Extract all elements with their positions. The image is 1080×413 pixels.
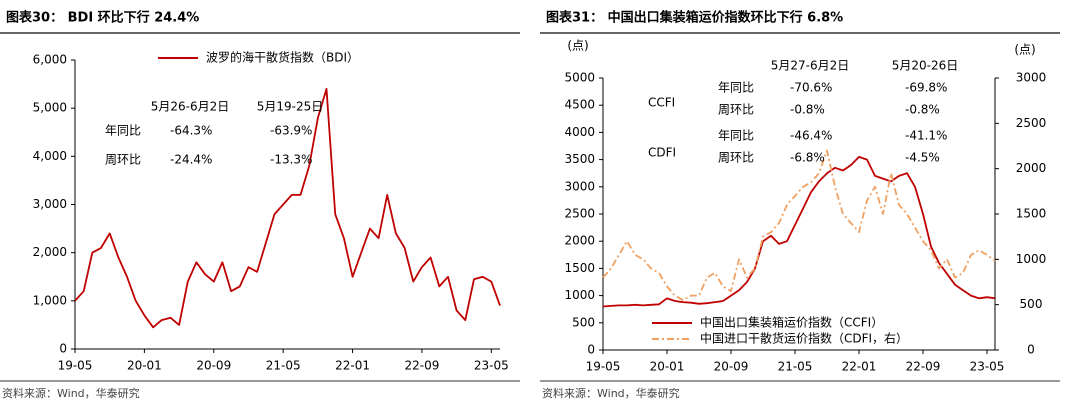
y-tick-label: 1000	[564, 288, 595, 302]
annotation-header: 5月26-6月2日	[151, 100, 230, 114]
annotation-value: -6.8%	[790, 151, 825, 165]
x-tick-label: 19-05	[586, 360, 621, 374]
x-tick-label: 20-01	[127, 359, 162, 373]
x-tick-label: 21-05	[778, 360, 813, 374]
x-tick-label: 20-01	[650, 360, 685, 374]
annotation-value: -41.1%	[905, 129, 947, 143]
x-tick-label: 21-05	[266, 359, 301, 373]
legend-label: 中国出口集装箱运价指数（CCFI）	[700, 315, 883, 330]
annotation-value: -46.4%	[790, 129, 832, 143]
chart-title: 图表30： BDI 环比下行 24.4%	[6, 10, 199, 26]
y-tick-label: 2,000	[33, 245, 67, 259]
annotation-row-label: 周环比	[105, 153, 141, 167]
y2-tick-label: 2500	[1016, 116, 1047, 130]
y2-tick-label: 3000	[1016, 71, 1047, 85]
annotation-row-label: 年同比	[718, 129, 754, 143]
annotation-value: -64.3%	[170, 124, 212, 138]
legend-label: 波罗的海干散货指数（BDI）	[206, 50, 359, 65]
chart-title: 图表31： 中国出口集装箱运价指数环比下行 6.8%	[546, 10, 843, 26]
y-tick-label: 1,000	[33, 293, 67, 307]
x-tick-label: 22-01	[842, 360, 877, 374]
annotation-value: -13.3%	[270, 153, 312, 167]
annotation-row-label: 周环比	[718, 151, 754, 165]
y-tick-label: 3000	[564, 179, 595, 193]
source: 资料来源：Wind，华泰研究	[542, 386, 680, 400]
x-tick-label: 20-09	[714, 360, 749, 374]
y2-tick-label: 500	[1020, 297, 1043, 311]
y-tick-label: 0	[59, 342, 67, 356]
annotation-header: 5月27-6月2日	[771, 59, 850, 73]
y-tick-label: 3,000	[33, 197, 67, 211]
annotation-value: -70.6%	[790, 81, 832, 95]
annotation-value: -0.8%	[790, 103, 825, 117]
annotation-value: -4.5%	[905, 151, 940, 165]
y-axis-label: (点)	[567, 39, 588, 53]
annotation-header: 5月20-26日	[892, 59, 959, 73]
annotation-group: CCFI	[648, 96, 675, 110]
y-tick-label: 2500	[564, 207, 595, 221]
series-line	[74, 88, 501, 329]
x-tick-label: 23-05	[474, 359, 509, 373]
x-tick-label: 22-01	[335, 359, 370, 373]
y-tick-label: 1500	[564, 261, 595, 275]
y2-axis-label: (点)	[1014, 43, 1035, 57]
legend-label: 中国进口干散货运价指数（CDFI，右）	[700, 331, 908, 346]
y-tick-label: 4500	[564, 98, 595, 112]
annotation-value: -63.9%	[270, 124, 312, 138]
annotation-row-label: 年同比	[105, 124, 141, 138]
series-line	[602, 149, 996, 301]
y2-tick-label: 1000	[1016, 252, 1047, 266]
source: 资料来源：Wind，华泰研究	[2, 386, 140, 400]
x-tick-label: 22-09	[906, 360, 941, 374]
x-tick-label: 23-05	[970, 360, 1005, 374]
y-tick-label: 500	[572, 315, 595, 329]
annotation-group: CDFI	[648, 146, 676, 160]
y-tick-label: 5,000	[33, 101, 67, 115]
x-tick-label: 19-05	[58, 359, 93, 373]
y-tick-label: 4000	[564, 125, 595, 139]
y-tick-label: 0	[587, 343, 595, 357]
y2-tick-label: 0	[1027, 343, 1035, 357]
y-tick-label: 3500	[564, 152, 595, 166]
annotation-value: -0.8%	[905, 103, 940, 117]
y-tick-label: 2000	[564, 234, 595, 248]
x-tick-label: 20-09	[196, 359, 231, 373]
series-line	[602, 156, 996, 308]
annotation-value: -69.8%	[905, 81, 947, 95]
annotation-row-label: 周环比	[718, 103, 754, 117]
x-tick-label: 22-09	[405, 359, 440, 373]
y2-tick-label: 1500	[1016, 207, 1047, 221]
annotation-header: 5月19-25日	[257, 100, 324, 114]
y-tick-label: 4,000	[33, 149, 67, 163]
y-tick-label: 6,000	[33, 53, 67, 67]
y2-tick-label: 2000	[1016, 161, 1047, 175]
annotation-value: -24.4%	[170, 153, 212, 167]
y-tick-label: 5000	[564, 71, 595, 85]
annotation-row-label: 年同比	[718, 81, 754, 95]
